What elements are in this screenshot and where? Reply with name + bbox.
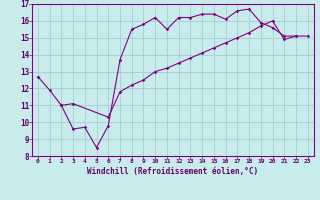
X-axis label: Windchill (Refroidissement éolien,°C): Windchill (Refroidissement éolien,°C) [87,167,258,176]
